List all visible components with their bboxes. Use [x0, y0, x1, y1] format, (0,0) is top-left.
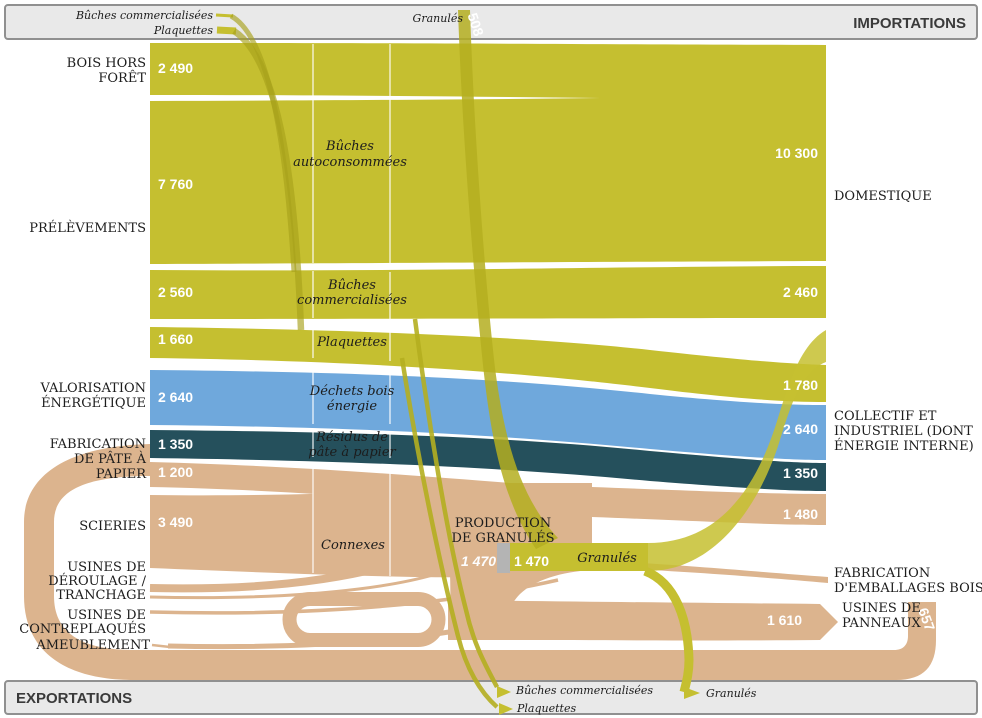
label-emballages-1: FABRICATION: [834, 566, 930, 581]
value-domestique-2: 2 460: [783, 284, 818, 300]
flow-loop-pill: [282, 592, 446, 647]
bottom-label-plaquettes: Plaquettes: [516, 702, 576, 715]
label-contreplaques-1: USINES DE: [67, 608, 146, 623]
label-valorisation-1: VALORISATION: [39, 381, 146, 396]
mid-label-dechets-1: Déchets bois: [309, 384, 395, 399]
label-pate-1: FABRICATION: [50, 437, 146, 452]
label-collectif-2: INDUSTRIEL (DONT: [834, 424, 973, 439]
bottom-label-granules: Granulés: [706, 687, 757, 700]
value-pate-connexes: 1 200: [158, 464, 193, 480]
value-import-granules: 508: [465, 11, 488, 38]
export-buches-arrow-icon: [497, 686, 511, 698]
top-label-plaquettes: Plaquettes: [153, 24, 213, 37]
label-bois-hors-foret-1: BOIS HORS: [67, 56, 146, 71]
importations-title: IMPORTATIONS: [853, 15, 966, 32]
value-prelevements-comm: 2 560: [158, 284, 193, 300]
top-label-granules: Granulés: [413, 12, 464, 25]
flow-export-plaquettes: [399, 357, 499, 709]
value-valorisation: 2 640: [158, 389, 193, 405]
mid-label-autoconsommees-2: autoconsommées: [293, 155, 407, 170]
value-panneaux: 1 610: [767, 612, 802, 628]
flow-deroulage-connexes: [149, 533, 464, 593]
flow-import-plaquettes: [232, 28, 305, 331]
value-panneaux-export: 657: [915, 606, 938, 634]
flow-import-granules: [458, 10, 558, 549]
flow-deroulage-connexes-2: [149, 558, 471, 600]
flow-ameublement-connexes: [167, 603, 563, 650]
value-domestique-1: 10 300: [775, 145, 818, 161]
export-plaquettes-arrow-icon: [499, 703, 513, 715]
value-bois-hors-foret: 2 490: [158, 60, 193, 76]
value-pate-residus: 1 350: [158, 436, 193, 452]
mid-label-connexes: Connexes: [321, 538, 385, 553]
exportations-bar: [4, 680, 978, 715]
label-contreplaques-2: CONTREPLAQUÉS: [19, 621, 146, 637]
mid-label-granules: Granulés: [577, 551, 637, 566]
flow-granules-collectif: [648, 330, 826, 571]
label-ameublement: AMEUBLEMENT: [35, 638, 150, 653]
value-connexes-production: 1 470: [461, 553, 496, 569]
mid-label-dechets-2: énergie: [327, 399, 377, 414]
label-pate-3: PAPIER: [96, 467, 147, 482]
value-connexes-collectif: 1 480: [783, 506, 818, 522]
node-production-granules: [497, 543, 510, 573]
label-domestique: DOMESTIQUE: [834, 189, 932, 204]
bottom-label-buches: Bûches commercialisées: [515, 684, 653, 697]
label-collectif-1: COLLECTIF ET: [834, 409, 937, 424]
value-residus-collectif: 1 350: [783, 465, 818, 481]
value-plaquettes-collectif: 1 780: [783, 377, 818, 393]
label-deroulage-1: USINES DE: [67, 560, 146, 575]
value-production-granules: 1 470: [514, 553, 549, 569]
label-emballages-2: D'EMBALLAGES BOIS: [834, 581, 982, 596]
label-pate-2: DE PÂTE À: [74, 451, 147, 467]
top-label-buches: Bûches commercialisées: [75, 9, 213, 22]
flow-residus-pate-papier: [150, 430, 826, 491]
value-prelevements-auto: 7 760: [158, 176, 193, 192]
mid-label-commercialisees-2: commercialisées: [297, 293, 407, 308]
label-collectif-3: ÉNERGIE INTERNE): [834, 438, 974, 454]
label-deroulage-3: TRANCHAGE: [56, 588, 146, 603]
exportations-title: EXPORTATIONS: [16, 690, 132, 707]
label-valorisation-2: ÉNERGÉTIQUE: [41, 395, 146, 411]
label-deroulage-2: DÉROULAGE /: [48, 573, 146, 589]
import-plaquettes-stub: [216, 26, 237, 35]
label-scieries: SCIERIES: [79, 519, 146, 534]
value-scieries: 3 490: [158, 514, 193, 530]
mid-label-residus-2: pâte à papier: [308, 445, 396, 460]
mid-label-plaquettes: Plaquettes: [316, 335, 387, 350]
label-bois-hors-foret-2: FORÊT: [98, 70, 146, 86]
flow-contreplaques-connexes: [149, 578, 559, 615]
flow-buches-autoconsommees: [150, 43, 826, 264]
label-panneaux-2: PANNEAUX: [842, 616, 922, 631]
mid-label-commercialisees-1: Bûches: [327, 278, 376, 293]
gap-wedge-bois-prelevements: [150, 95, 600, 101]
flow-export-buches: [412, 318, 499, 689]
label-production-granules-1: PRODUCTION: [455, 516, 551, 531]
ameublement-connector: [151, 643, 171, 649]
flow-granules-export: [643, 566, 694, 694]
label-panneaux-1: USINES DE: [842, 601, 921, 616]
label-production-granules-2: DE GRANULÉS: [452, 530, 555, 546]
value-dechets-collectif: 2 640: [783, 421, 818, 437]
flow-dechets-bois-energie: [150, 370, 826, 460]
import-buches-stub: [215, 13, 234, 18]
mid-label-residus-1: Résidus de: [315, 430, 388, 445]
value-prelevements-plaquettes: 1 660: [158, 331, 193, 347]
mid-label-autoconsommees-1: Bûches: [325, 139, 374, 154]
flow-connexes-pate-loop: [24, 444, 936, 680]
flow-buches-commercialisees: [150, 266, 826, 319]
flow-connexes-collectif: [592, 487, 826, 525]
granules-export-arrow-icon: [684, 687, 700, 699]
node-granules: [510, 543, 648, 571]
label-prelevements: PRÉLÈVEMENTS: [29, 220, 146, 236]
